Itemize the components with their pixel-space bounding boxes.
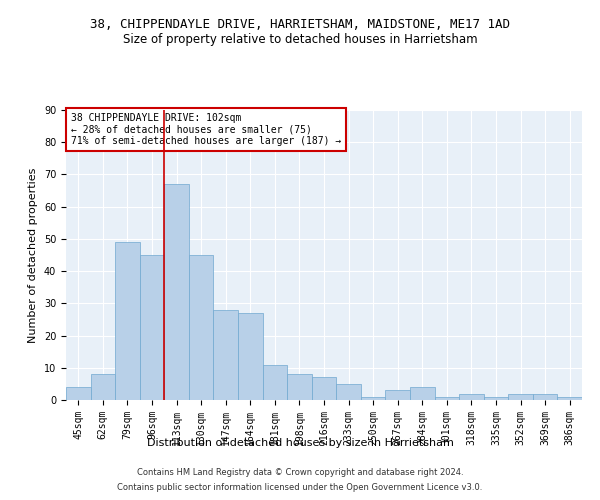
- Text: Contains HM Land Registry data © Crown copyright and database right 2024.: Contains HM Land Registry data © Crown c…: [137, 468, 463, 477]
- Bar: [115, 242, 140, 400]
- Bar: [484, 397, 508, 400]
- Text: Contains public sector information licensed under the Open Government Licence v3: Contains public sector information licen…: [118, 483, 482, 492]
- Bar: [533, 394, 557, 400]
- Bar: [312, 378, 336, 400]
- Bar: [385, 390, 410, 400]
- Bar: [189, 255, 214, 400]
- Bar: [410, 387, 434, 400]
- Bar: [336, 384, 361, 400]
- Text: 38 CHIPPENDAYLE DRIVE: 102sqm
← 28% of detached houses are smaller (75)
71% of s: 38 CHIPPENDAYLE DRIVE: 102sqm ← 28% of d…: [71, 113, 341, 146]
- Text: 38, CHIPPENDAYLE DRIVE, HARRIETSHAM, MAIDSTONE, ME17 1AD: 38, CHIPPENDAYLE DRIVE, HARRIETSHAM, MAI…: [90, 18, 510, 30]
- Bar: [508, 394, 533, 400]
- Bar: [214, 310, 238, 400]
- Bar: [263, 364, 287, 400]
- Bar: [557, 397, 582, 400]
- Bar: [238, 313, 263, 400]
- Bar: [164, 184, 189, 400]
- Bar: [287, 374, 312, 400]
- Bar: [91, 374, 115, 400]
- Bar: [140, 255, 164, 400]
- Bar: [66, 387, 91, 400]
- Text: Size of property relative to detached houses in Harrietsham: Size of property relative to detached ho…: [122, 32, 478, 46]
- Text: Distribution of detached houses by size in Harrietsham: Distribution of detached houses by size …: [146, 438, 454, 448]
- Bar: [434, 397, 459, 400]
- Bar: [459, 394, 484, 400]
- Y-axis label: Number of detached properties: Number of detached properties: [28, 168, 38, 342]
- Bar: [361, 397, 385, 400]
